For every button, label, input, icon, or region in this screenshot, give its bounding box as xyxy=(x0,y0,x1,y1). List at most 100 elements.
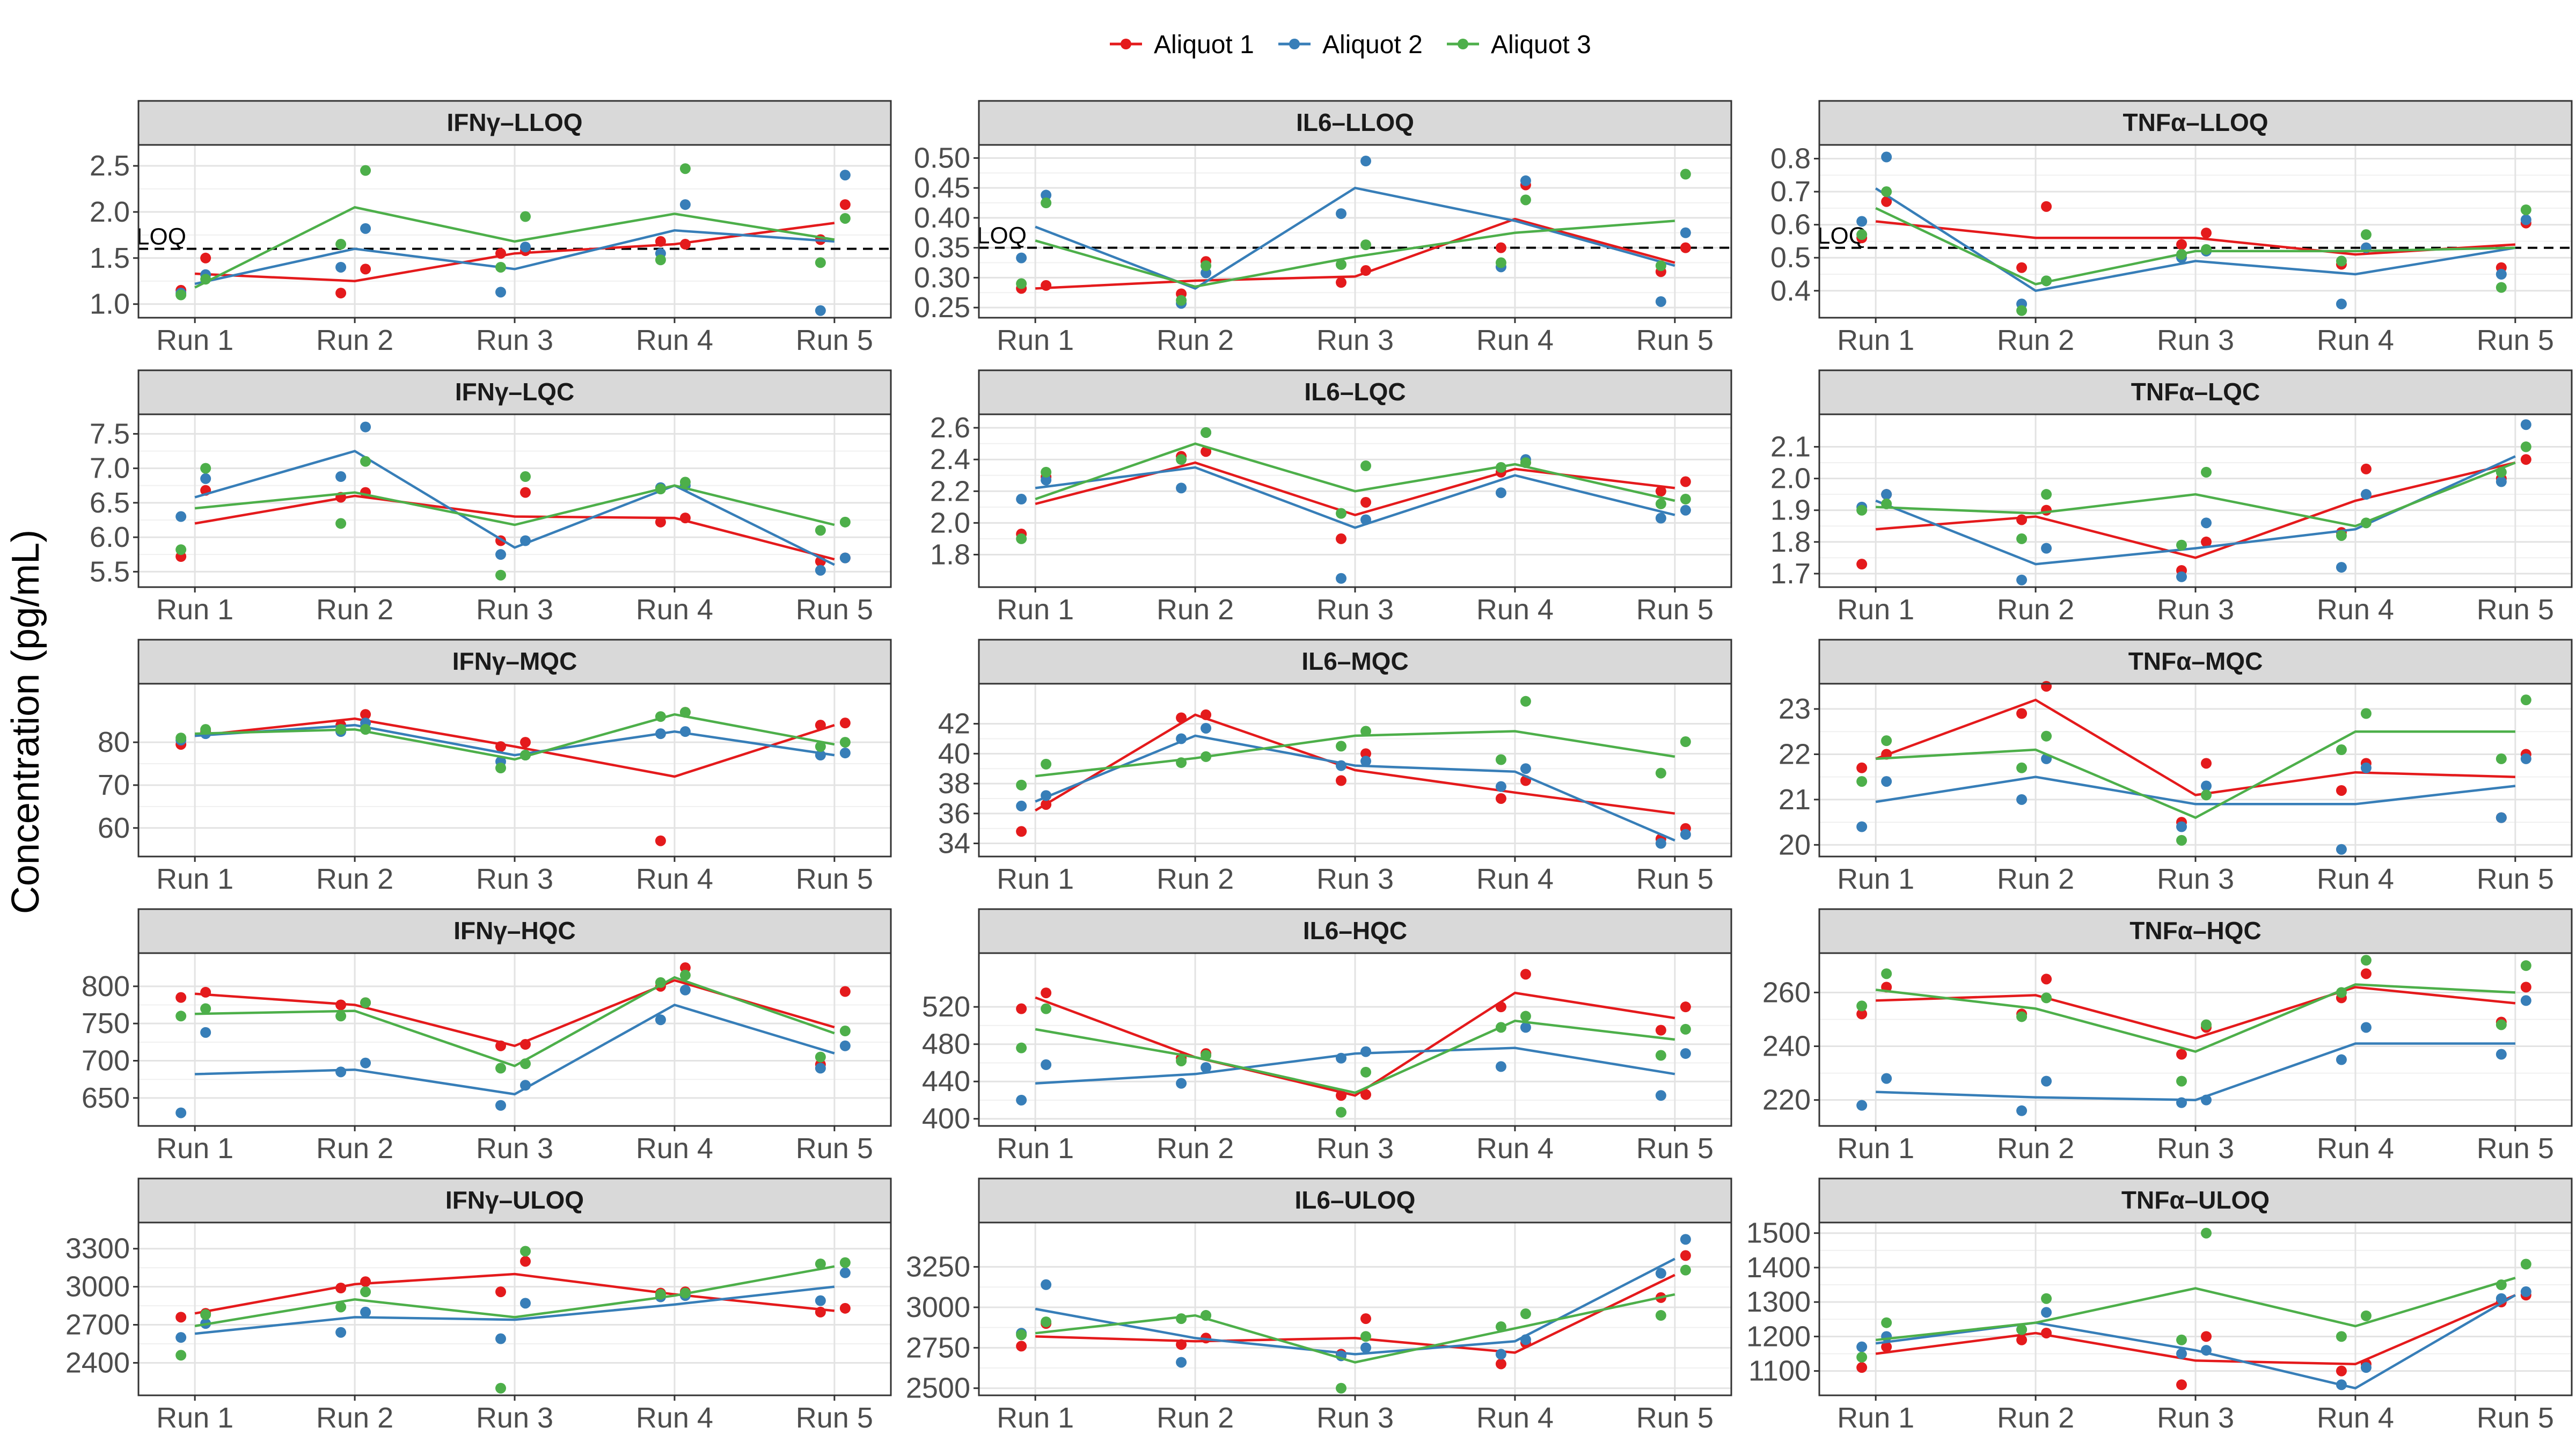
series-aliquot-2 xyxy=(1856,753,2531,855)
x-tick-label: Run 5 xyxy=(1636,324,1714,356)
data-point xyxy=(2176,571,2187,582)
data-point xyxy=(679,962,691,974)
data-point xyxy=(679,726,691,737)
data-point xyxy=(335,1283,347,1294)
panel-il6-lloq: IL6–LLOQ 0.250.300.350.400.450.50 Run 1 Run… xyxy=(914,100,1732,356)
x-tick-label: Run 4 xyxy=(1476,1132,1554,1165)
data-point xyxy=(2496,466,2507,478)
y-tick-label: 0.5 xyxy=(1770,241,1811,274)
data-point xyxy=(1016,494,1027,505)
x-tick-label: Run 2 xyxy=(316,1402,393,1434)
data-point xyxy=(1520,175,1531,186)
data-point xyxy=(1336,1107,1346,1118)
legend-marker xyxy=(1458,39,1468,49)
data-point xyxy=(2360,968,2372,979)
x-tick-label: Run 4 xyxy=(636,863,713,895)
data-point xyxy=(1336,277,1346,288)
data-point xyxy=(1495,781,1506,792)
x-tick-label: Run 2 xyxy=(316,1132,393,1165)
panel-border xyxy=(1818,1221,2573,1396)
data-point xyxy=(2496,282,2507,293)
x-tick-label: Run 3 xyxy=(476,324,553,356)
x-tick-label: Run 5 xyxy=(2477,1402,2554,1434)
x-tick-label: Run 4 xyxy=(636,1402,713,1434)
y-tick-label: 3000 xyxy=(65,1271,130,1303)
data-point xyxy=(2016,305,2028,316)
panel-title: TNFα–HQC xyxy=(2129,917,2262,945)
data-point xyxy=(1016,826,1027,837)
data-point xyxy=(839,1257,851,1268)
data-point xyxy=(175,1312,187,1323)
y-tick-label: 0.50 xyxy=(914,142,970,174)
data-point xyxy=(2016,794,2028,805)
y-tick-label: 2.0 xyxy=(930,507,970,539)
data-point xyxy=(2360,955,2372,966)
data-point xyxy=(520,1256,531,1267)
data-point xyxy=(1680,1001,1691,1013)
data-point xyxy=(1520,969,1531,980)
series-line xyxy=(195,1004,835,1096)
data-point xyxy=(200,252,211,264)
y-tick-label: 2700 xyxy=(65,1309,130,1341)
y-tick-label: 1.9 xyxy=(1770,494,1811,526)
panel-strip xyxy=(137,1177,892,1224)
data-point xyxy=(2201,789,2212,801)
series-line xyxy=(1035,1293,1675,1364)
series-line xyxy=(1875,207,2515,286)
data-point xyxy=(1176,482,1187,494)
data-point xyxy=(520,1058,531,1070)
y-tick-label: 7.0 xyxy=(90,452,130,485)
data-point xyxy=(1680,169,1691,180)
x-tick-label: Run 3 xyxy=(1316,1132,1394,1165)
data-point xyxy=(1856,216,1868,227)
data-point xyxy=(1680,1234,1691,1245)
data-point xyxy=(815,1306,826,1318)
data-point xyxy=(2016,1105,2028,1116)
data-point xyxy=(495,549,506,560)
series-line xyxy=(194,723,835,757)
x-tick-label: Run 2 xyxy=(1997,1132,2074,1165)
y-tick-label: 80 xyxy=(98,726,130,758)
data-point xyxy=(815,257,826,268)
data-point xyxy=(2176,1379,2187,1391)
x-tick-label: Run 3 xyxy=(476,863,553,895)
data-point xyxy=(679,513,691,524)
data-point xyxy=(679,707,691,718)
data-point xyxy=(815,525,826,536)
data-point xyxy=(2496,269,2507,280)
legend-label: Aliquot 1 xyxy=(1154,31,1254,59)
panel-title: TNFα–ULOQ xyxy=(2121,1186,2270,1214)
x-tick-label: Run 4 xyxy=(2317,1402,2394,1434)
panel-tnfa-mqc: TNFα–MQC 20 21 22 23 Run 1 Run 2 Run 3 Run 4 Run … xyxy=(1779,639,2573,895)
data-point xyxy=(679,239,691,250)
panel-title: IL6–LQC xyxy=(1304,378,1406,406)
data-point xyxy=(175,289,187,301)
x-tick-label: Run 2 xyxy=(1157,324,1234,356)
data-point xyxy=(839,737,851,748)
data-point xyxy=(520,1298,531,1309)
data-point xyxy=(839,199,851,210)
data-point xyxy=(655,728,666,740)
y-tick-label: 2.4 xyxy=(930,443,970,475)
panel-ifng-lqc: IFNγ–LQC 5.56.06.57.07.5 Run 1 Run 2 Run 3 Ru… xyxy=(90,369,892,626)
data-point xyxy=(1520,696,1531,707)
y-tick-label: 2.6 xyxy=(930,412,970,444)
data-point xyxy=(1881,776,1892,787)
data-point xyxy=(1041,197,1052,209)
series-line xyxy=(1035,734,1675,842)
data-point xyxy=(2496,1279,2507,1291)
data-point xyxy=(2176,1348,2187,1359)
data-point xyxy=(2176,1334,2187,1345)
x-tick-label: Run 1 xyxy=(156,863,233,895)
data-point xyxy=(1360,1331,1371,1342)
series-line xyxy=(194,450,835,566)
series-line xyxy=(194,206,835,289)
data-point xyxy=(2496,1019,2507,1030)
data-point xyxy=(2016,1324,2028,1335)
x-tick-label: Run 2 xyxy=(1157,594,1234,626)
data-point xyxy=(2041,730,2052,742)
panel-ifng-mqc: IFNγ–MQC 60 70 80 Run 1 Run 2 Run 3 Run 4 Run 5 xyxy=(98,639,892,895)
data-point xyxy=(1041,474,1052,486)
series-line xyxy=(1875,187,2516,292)
data-point xyxy=(2336,785,2347,796)
